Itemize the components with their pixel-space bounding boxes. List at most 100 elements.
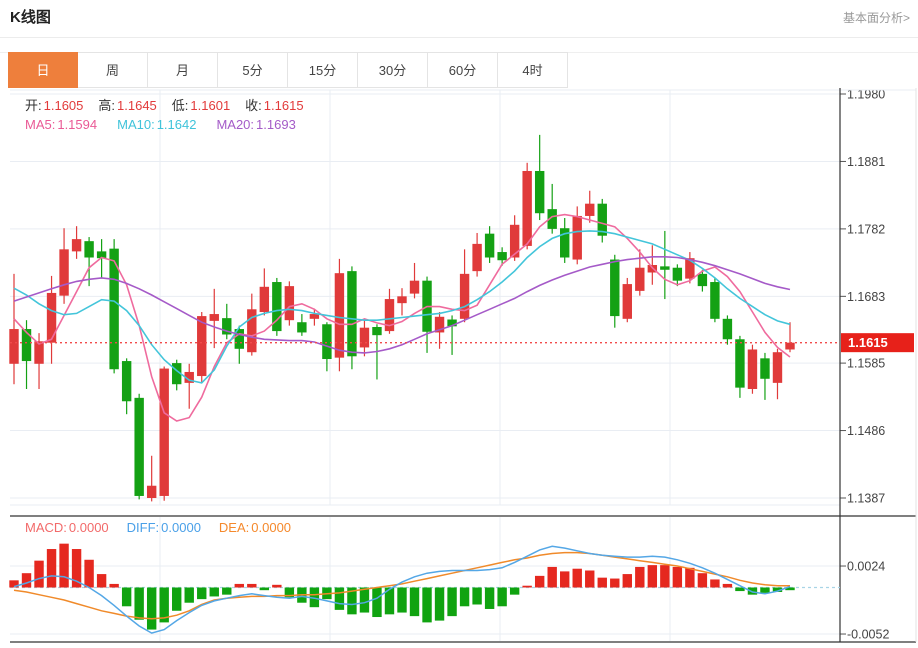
period-tab-bar: 日 周 月 5分 15分 30分 60分 4时 [8, 52, 568, 88]
ma10-value: MA10: 1.1642 [117, 117, 197, 132]
candle [334, 258, 345, 372]
macd-bar [509, 587, 520, 595]
price-axis-label: 1.1980 [847, 88, 885, 102]
candle [247, 293, 257, 356]
candle [409, 262, 420, 299]
macd-bar [222, 587, 232, 595]
candle [184, 363, 194, 409]
macd-bar [109, 583, 119, 588]
candle [672, 264, 683, 287]
candle [685, 252, 695, 284]
tab-5min[interactable]: 5分 [218, 52, 288, 88]
macd-bar [747, 587, 758, 595]
price-axis-label: 1.1486 [847, 424, 885, 438]
macd-bar [247, 583, 257, 588]
candle [297, 314, 307, 336]
tab-month[interactable]: 月 [148, 52, 218, 88]
diff-value: DIFF: 0.0000 [126, 520, 201, 535]
macd-bar [21, 573, 32, 588]
ohlc-info-row: 开: 1.1605 高: 1.1645 低: 1.1601 收: 1.1615 [25, 95, 304, 114]
tab-day[interactable]: 日 [8, 52, 78, 88]
macd-bar [622, 574, 632, 588]
macd-bar [9, 580, 19, 588]
candle [197, 312, 207, 383]
candle [272, 277, 282, 336]
macd-bar [497, 587, 507, 607]
macd-bar [46, 549, 57, 588]
diff-line [13, 545, 791, 634]
macd-bar [359, 587, 370, 613]
tab-15min[interactable]: 15分 [288, 52, 358, 88]
macd-bar [672, 566, 683, 588]
candle [384, 288, 395, 334]
macd-bar [647, 565, 658, 588]
macd-bar [610, 578, 620, 588]
ma20-line [13, 256, 791, 354]
candle [534, 134, 545, 221]
candle [234, 325, 244, 364]
candle [21, 320, 32, 389]
candles-layer [9, 134, 795, 502]
macd-bar [159, 587, 169, 623]
candle [747, 344, 758, 394]
candle [209, 288, 219, 349]
macd-info-row: MACD: 0.0000 DIFF: 0.0000 DEA: 0.0000 [25, 520, 291, 535]
tab-60min[interactable]: 60分 [428, 52, 498, 88]
svg-text:1.1615: 1.1615 [848, 335, 888, 350]
candle [397, 288, 407, 316]
tab-4hour[interactable]: 4时 [498, 52, 568, 88]
macd-bar [34, 560, 44, 588]
macd-bar [597, 577, 607, 588]
candle [359, 318, 370, 357]
price-axis-label: 1.1782 [847, 222, 885, 236]
macd-bar [96, 574, 107, 588]
macd-bar [334, 587, 345, 610]
price-axis-label: 1.1387 [847, 492, 885, 506]
macd-bar [284, 587, 295, 598]
macd-bar [146, 587, 157, 630]
macd-bar [71, 549, 82, 588]
price-axis-label: 1.1683 [847, 290, 885, 304]
candle [34, 333, 44, 389]
candle [597, 198, 607, 243]
candle [522, 162, 532, 250]
macd-bar [459, 587, 470, 607]
macd-bar [760, 587, 770, 593]
macd-bar [697, 573, 708, 588]
macd-bar [347, 587, 357, 615]
candle [647, 245, 658, 285]
candle [46, 275, 57, 364]
macd-bar [209, 587, 219, 597]
candle [71, 226, 82, 259]
macd-bar [397, 587, 407, 613]
dea-value: DEA: 0.0000 [218, 520, 292, 535]
macd-bar [722, 583, 733, 588]
tab-30min[interactable]: 30分 [358, 52, 428, 88]
candle [497, 247, 507, 266]
ma5-line [13, 213, 791, 422]
fundamental-analysis-link[interactable]: 基本面分析> [842, 11, 910, 25]
candle [59, 228, 69, 304]
macd-bar [384, 587, 395, 615]
macd-bar [372, 587, 382, 618]
candle [222, 303, 232, 340]
macd-bar [309, 587, 320, 608]
candle [722, 315, 733, 345]
candle [9, 273, 19, 385]
ma10-line [13, 230, 791, 384]
close-value: 收: 1.1615 [245, 98, 304, 113]
candle [159, 366, 169, 501]
macd-bar [422, 587, 432, 623]
macd-bar [409, 587, 420, 617]
kline-macd-chart[interactable]: 1.1980 1.1881 1.1782 1.1683 1.1585 1.1486 1.13… [0, 88, 918, 648]
tab-week[interactable]: 周 [78, 52, 148, 88]
ma-info-row: MA5: 1.1594 MA10: 1.1642 MA20: 1.1693 [25, 117, 296, 132]
candle [259, 268, 270, 316]
macd-bar [635, 566, 645, 588]
candle [585, 190, 595, 223]
header-divider [0, 37, 918, 38]
page-title: K线图 [10, 9, 51, 26]
price-axis-label: 1.1585 [847, 357, 885, 371]
candle [785, 322, 795, 353]
macd-bar [234, 583, 244, 588]
